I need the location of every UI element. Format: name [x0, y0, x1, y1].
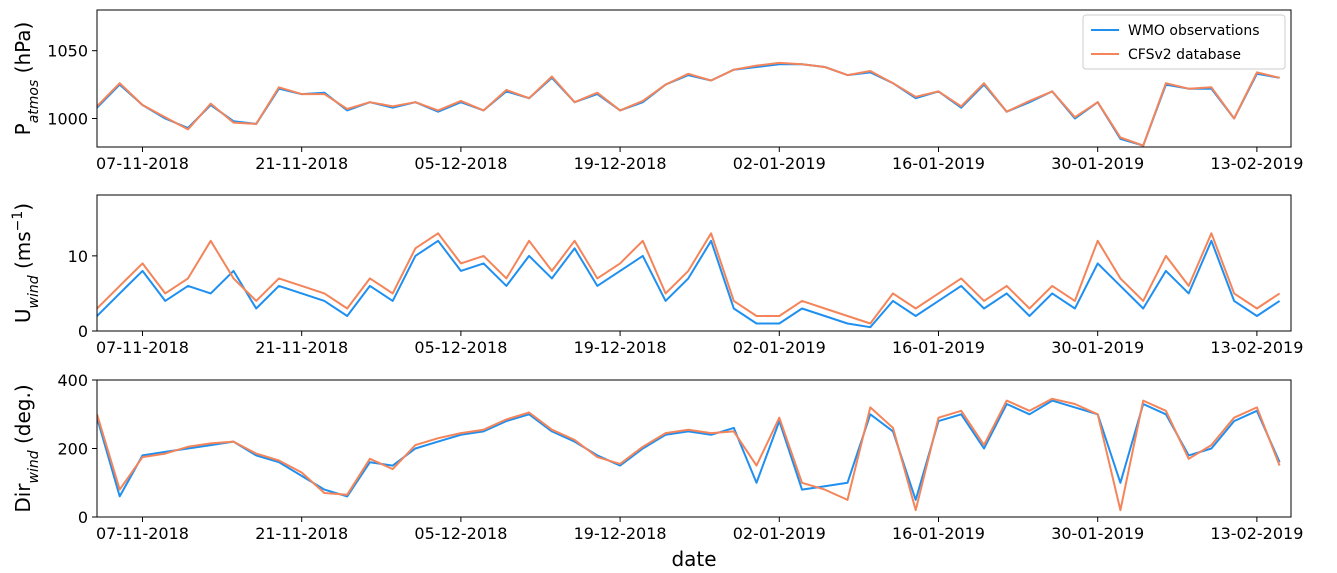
x-tick-label: 05-12-2018	[414, 154, 507, 173]
y-axis-label-part: wind	[26, 450, 42, 483]
x-tick-label: 30-01-2019	[1051, 524, 1144, 543]
y-axis-label: Uwind (ms−1)	[10, 203, 42, 323]
x-tick-label: 02-01-2019	[733, 338, 826, 357]
x-tick-label: 07-11-2018	[96, 338, 189, 357]
y-axis-label-part: U	[11, 308, 35, 323]
y-tick-label: 0	[78, 322, 88, 341]
x-tick-label: 13-02-2019	[1210, 154, 1303, 173]
series-line	[97, 239, 1281, 329]
y-tick-label: 1050	[47, 42, 88, 61]
axes-frame	[96, 379, 1292, 518]
x-tick-label: 05-12-2018	[414, 338, 507, 357]
y-axis-label-part: (ms	[11, 231, 35, 275]
legend-box	[1082, 14, 1286, 70]
series-line	[97, 63, 1280, 147]
x-tick-label: 19-12-2018	[574, 154, 667, 173]
series-line	[97, 399, 1281, 501]
x-tick-label: 30-01-2019	[1051, 338, 1144, 357]
y-axis-label-part: )	[11, 203, 35, 211]
y-axis-label: Patmos (hPa)	[11, 22, 42, 136]
x-tick-label: 19-12-2018	[574, 524, 667, 543]
x-tick-label: 13-02-2019	[1210, 338, 1303, 357]
y-tick-label: 10	[68, 247, 88, 266]
x-tick-label: 07-11-2018	[96, 154, 189, 173]
y-axis-label-part: atmos	[26, 80, 42, 124]
x-tick-label: 21-11-2018	[255, 338, 348, 357]
y-tick-label: 400	[57, 371, 88, 390]
x-tick-label: 19-12-2018	[574, 338, 667, 357]
axes-frame	[96, 194, 1292, 332]
y-axis-label-part: (deg.)	[11, 384, 35, 450]
legend-label: WMO observations	[1128, 23, 1259, 39]
x-tick-label: 16-01-2019	[892, 524, 985, 543]
y-axis-label-part: wind	[26, 275, 42, 308]
y-tick-label: 0	[78, 508, 88, 527]
x-tick-label: 16-01-2019	[892, 338, 985, 357]
legend-label: CFSv2 database	[1128, 47, 1241, 63]
y-tick-label: 1000	[47, 110, 88, 129]
x-tick-label: 30-01-2019	[1051, 154, 1144, 173]
y-axis-label-part: P	[11, 123, 35, 135]
x-tick-label: 05-12-2018	[414, 524, 507, 543]
series-line	[97, 397, 1281, 512]
x-tick-label: 02-01-2019	[733, 524, 826, 543]
y-axis-label-part: −1	[10, 211, 26, 232]
x-tick-label: 07-11-2018	[96, 524, 189, 543]
x-tick-label: 02-01-2019	[733, 154, 826, 173]
y-axis-label-part: Dir	[11, 483, 35, 513]
axes-frame	[96, 9, 1292, 148]
plot-area	[97, 232, 1281, 329]
plot-area	[97, 397, 1281, 512]
x-tick-label: 21-11-2018	[255, 524, 348, 543]
x-axis-label: date	[671, 547, 716, 571]
x-tick-label: 21-11-2018	[255, 154, 348, 173]
y-axis-label: Dirwind (deg.)	[11, 384, 42, 512]
series-line	[97, 61, 1280, 147]
y-axis-label-part: (hPa)	[11, 22, 35, 80]
plot-area	[97, 61, 1280, 147]
x-tick-label: 13-02-2019	[1210, 524, 1303, 543]
x-tick-label: 16-01-2019	[892, 154, 985, 173]
series-line	[97, 232, 1281, 325]
y-tick-label: 200	[57, 440, 88, 459]
